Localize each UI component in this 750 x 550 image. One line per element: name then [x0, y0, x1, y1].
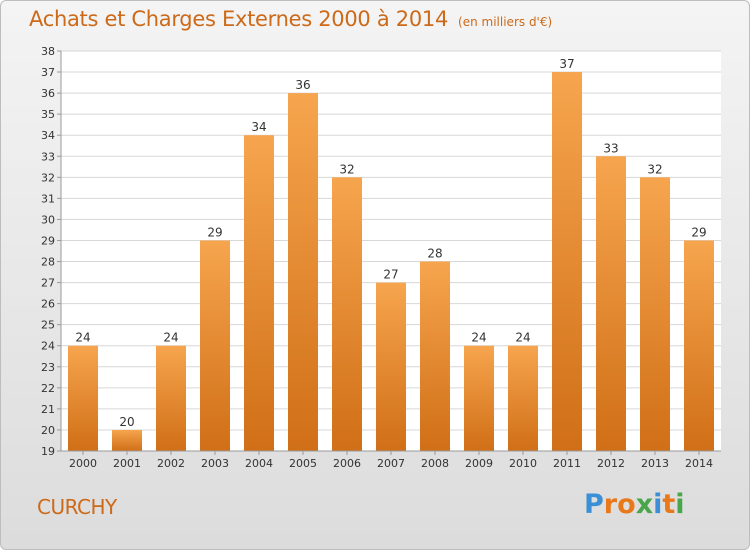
data-label: 37 [559, 57, 574, 71]
y-tick-label: 30 [41, 213, 55, 226]
x-tick-label: 2013 [641, 457, 669, 470]
data-label: 24 [515, 331, 530, 345]
y-tick-label: 35 [41, 108, 55, 121]
y-tick-label: 37 [41, 66, 55, 79]
data-label: 32 [339, 162, 354, 176]
commune-name: CURCHY [37, 495, 117, 519]
data-label: 29 [691, 225, 706, 239]
bar-2007 [376, 282, 406, 451]
y-tick-label: 29 [41, 234, 55, 247]
y-tick-label: 28 [41, 256, 55, 269]
data-labels: 24 20 24 29 34 36 32 27 28 24 24 37 33 32 29 [75, 57, 706, 429]
logo-letter: i [653, 489, 663, 520]
x-tick-label: 2007 [377, 457, 405, 470]
y-tick-label: 38 [41, 45, 55, 58]
logo-letter: r [603, 489, 618, 520]
y-tick-label: 25 [41, 319, 55, 332]
y-tick-label: 33 [41, 150, 55, 163]
y-tick-label: 21 [41, 403, 55, 416]
x-tick-label: 2008 [421, 457, 449, 470]
y-tick-label: 23 [41, 361, 55, 374]
x-tick-label: 2004 [245, 457, 273, 470]
x-tick-label: 2010 [509, 457, 537, 470]
y-tick-label: 24 [41, 340, 55, 353]
bar-2008 [420, 261, 450, 451]
bar-2012 [596, 156, 626, 451]
bar-2001 [112, 429, 142, 451]
proxiti-logo: Proxiti [584, 489, 685, 520]
bar-2006 [332, 177, 362, 451]
data-label: 33 [603, 141, 618, 155]
logo-letter: o [617, 489, 636, 520]
y-tick-label: 22 [41, 382, 55, 395]
bar-2011 [552, 72, 582, 451]
bar-2000 [68, 345, 98, 451]
bar-2009 [464, 345, 494, 451]
data-label: 36 [295, 78, 310, 92]
x-tick-label: 2011 [553, 457, 581, 470]
x-tick-label: 2000 [69, 457, 97, 470]
x-tick-label: 2014 [685, 457, 713, 470]
bar-2002 [156, 345, 186, 451]
y-tick-label: 32 [41, 171, 55, 184]
bar-2004 [244, 135, 274, 452]
bar-2003 [200, 240, 230, 451]
x-tick-label: 2005 [289, 457, 317, 470]
bar-2005 [288, 93, 318, 452]
title-row: Achats et Charges Externes 2000 à 2014 (e… [29, 7, 552, 31]
y-tick-label: 20 [41, 424, 55, 437]
y-tick-label: 34 [41, 129, 55, 142]
y-tick-label: 36 [41, 87, 55, 100]
logo-letter: t [662, 489, 676, 520]
chart-title: Achats et Charges Externes 2000 à 2014 [29, 7, 449, 31]
logo-letter: x [635, 489, 654, 520]
data-label: 28 [427, 247, 442, 261]
data-label: 20 [119, 415, 134, 429]
data-label: 24 [471, 331, 486, 345]
bar-2013 [640, 177, 670, 451]
data-label: 27 [383, 268, 398, 282]
x-tick-label: 2012 [597, 457, 625, 470]
x-tick-labels: 2000 2001 2002 2003 2004 2005 2006 2007 2008 2009… [69, 451, 713, 470]
x-tick-label: 2009 [465, 457, 493, 470]
logo-letter: P [584, 489, 604, 520]
data-label: 32 [647, 162, 662, 176]
data-label: 24 [163, 331, 178, 345]
bars [68, 72, 714, 452]
y-tick-label: 26 [41, 298, 55, 311]
x-tick-label: 2001 [113, 457, 141, 470]
data-label: 34 [251, 120, 266, 134]
logo-letter: i [675, 489, 685, 520]
data-label: 29 [207, 225, 222, 239]
x-tick-label: 2006 [333, 457, 361, 470]
y-tick-label: 27 [41, 277, 55, 290]
bar-2014 [684, 240, 714, 451]
y-tick-labels: 19 20 21 22 23 24 25 26 27 28 29 30 31 32 33 34 35 36 37 38 [41, 45, 55, 458]
x-tick-label: 2003 [201, 457, 229, 470]
y-tick-label: 31 [41, 192, 55, 205]
x-tick-label: 2002 [157, 457, 185, 470]
bar-2010 [508, 345, 538, 451]
data-label: 24 [75, 331, 90, 345]
chart-subtitle: (en milliers d'€) [458, 15, 553, 29]
y-tick-label: 19 [41, 445, 55, 458]
